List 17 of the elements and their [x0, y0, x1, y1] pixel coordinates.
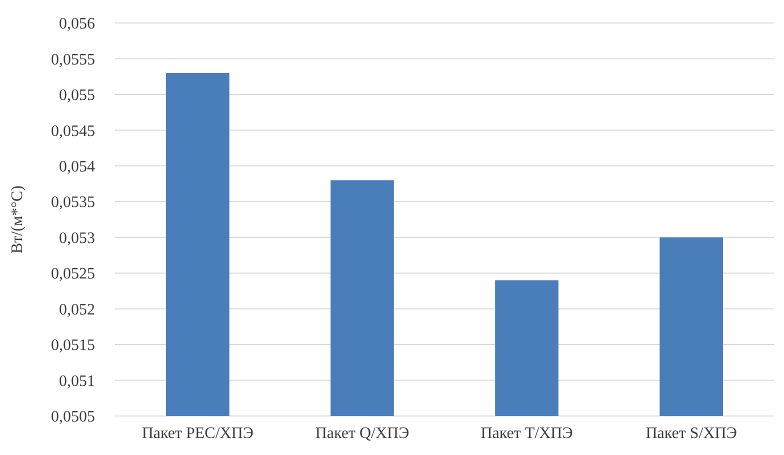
y-tick-label: 0,0515 [51, 337, 95, 354]
y-tick-label: 0,0525 [51, 266, 95, 283]
y-axis-title: Вт/(м*°С) [9, 186, 26, 254]
y-tick-label: 0,052 [59, 301, 95, 318]
y-tick-label: 0,051 [59, 372, 95, 390]
y-tick-label: 0,0535 [51, 194, 95, 212]
x-tick-label: Пакет S/ХПЭ [646, 425, 737, 442]
x-tick-label: Пакет T/ХПЭ [480, 425, 573, 442]
y-tick-label: 0,055 [59, 87, 95, 104]
x-tick-label: Пакет PEC/ХПЭ [142, 425, 254, 442]
y-tick-label: 0,0555 [51, 51, 95, 68]
y-tick-label: 0,053 [59, 230, 95, 247]
x-tick-label: Пакет Q/ХПЭ [315, 425, 410, 442]
y-tick-label: 0,054 [59, 158, 95, 176]
y-tick-label: 0,0545 [51, 122, 95, 140]
y-tick-label: 0,056 [59, 16, 95, 33]
y-tick-label: 0,0505 [51, 408, 95, 426]
